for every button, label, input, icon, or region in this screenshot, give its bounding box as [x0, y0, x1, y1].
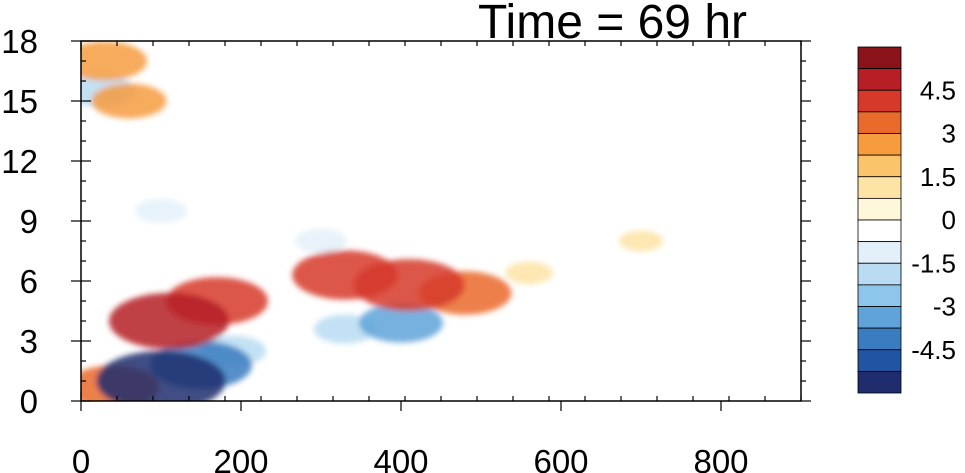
colorbar-label: -4.5: [911, 335, 956, 365]
colorbar-box: [857, 306, 902, 329]
y-tick-label: 9: [20, 203, 38, 240]
contour-blob-9: [81, 41, 147, 81]
contour-blob-8: [359, 303, 443, 343]
colorbar-box: [857, 284, 902, 307]
contour-blob-17: [96, 350, 226, 401]
x-tick-label: 200: [213, 443, 268, 473]
colorbar-label: 4.5: [920, 75, 956, 105]
x-tick-label: 0: [72, 443, 90, 473]
x-axis: 0 200 400 600 800: [72, 41, 802, 473]
contour-field: [81, 41, 664, 401]
colorbar-box: [857, 370, 902, 394]
colorbar-box: [857, 241, 902, 264]
contour-blob-7: [91, 83, 167, 119]
colorbar-label: 1.5: [920, 162, 956, 192]
chart-title: Time = 69 hr: [470, 0, 810, 49]
x-tick-label: 400: [373, 443, 428, 473]
title-text: Time = 69 hr: [478, 0, 747, 49]
y-axis: 0 3 6 9 12 15 18: [1, 23, 811, 420]
colorbar-box: [857, 68, 902, 91]
y-tick-label: 0: [20, 383, 38, 420]
colorbar-label: -1.5: [911, 248, 956, 278]
colorbar-box: [857, 133, 902, 156]
colorbar-label: 3: [942, 119, 956, 149]
y-tick-label: 18: [1, 23, 38, 60]
y-tick-label: 15: [1, 83, 38, 120]
x-tick-label: 800: [693, 443, 748, 473]
colorbar-box: [857, 176, 902, 199]
contour-blob-15: [353, 259, 465, 311]
colorbar-box: [857, 262, 902, 286]
y-tick-label: 6: [20, 263, 38, 300]
contour-blob-1: [505, 261, 553, 285]
colorbar-box: [857, 197, 902, 221]
plot-area: [80, 40, 802, 402]
contour-blob-3: [295, 228, 347, 254]
y-tick-label: 12: [1, 143, 38, 180]
colorbar-box: [857, 349, 902, 372]
contour-blob-16: [109, 293, 229, 349]
colorbar: -4.5 -3 -1.5 0 1.5 3 4.5: [857, 46, 956, 394]
colorbar-box: [857, 89, 902, 113]
colorbar-box: [857, 154, 902, 178]
colorbar-box: [857, 46, 902, 70]
colorbar-label: 0: [942, 205, 956, 235]
x-tick-label: 600: [533, 443, 588, 473]
colorbar-box: [857, 327, 902, 351]
y-tick-label: 3: [20, 323, 38, 360]
contour-blob-0: [618, 230, 664, 252]
contour-blob-2: [135, 198, 187, 224]
colorbar-label: -3: [933, 292, 956, 322]
colorbar-box: [857, 111, 902, 134]
colorbar-box: [857, 219, 902, 243]
